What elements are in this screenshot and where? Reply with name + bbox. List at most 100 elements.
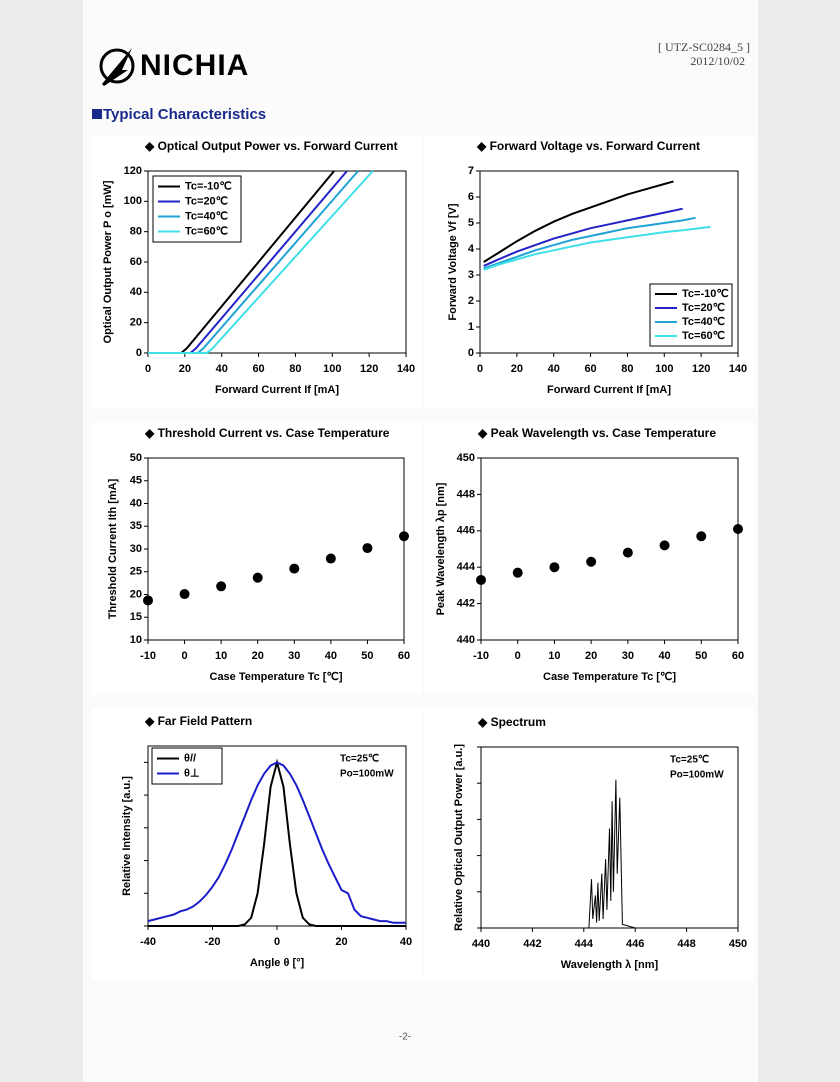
chart-title: ◆ Forward Voltage vs. Forward Current xyxy=(476,139,700,153)
series-line xyxy=(483,180,674,263)
x-tick-label: 100 xyxy=(655,363,673,375)
annotation: Po=100mW xyxy=(670,770,724,781)
x-tick-label: 0 xyxy=(145,363,151,375)
x-tick-label: 30 xyxy=(288,650,300,662)
x-tick-label: 80 xyxy=(289,363,301,375)
y-tick-label: 0 xyxy=(136,347,142,359)
data-point xyxy=(362,543,373,554)
y-tick-label: 6 xyxy=(468,191,474,203)
legend-label: Tc=-10℃ xyxy=(682,288,729,300)
x-axis-label: Forward Current If [mA] xyxy=(547,384,671,396)
data-point xyxy=(216,581,227,592)
x-tick-label: 0 xyxy=(274,936,280,948)
x-tick-label: 100 xyxy=(323,363,341,375)
y-axis-label: Optical Output Power P o [mW] xyxy=(102,180,114,343)
x-tick-label: 442 xyxy=(523,938,541,950)
y-tick-label: 30 xyxy=(130,543,142,555)
series-line xyxy=(147,761,406,924)
x-tick-label: 60 xyxy=(732,650,744,662)
legend-label: Tc=-10℃ xyxy=(185,180,232,192)
data-point xyxy=(622,547,633,558)
data-point xyxy=(512,567,523,578)
x-tick-label: 40 xyxy=(216,363,228,375)
x-tick-label: 10 xyxy=(548,650,560,662)
doc-date: 2012/10/02 xyxy=(690,54,745,68)
x-tick-label: 20 xyxy=(511,363,523,375)
y-tick-label: 3 xyxy=(468,269,474,281)
y-tick-label: 25 xyxy=(130,566,142,578)
x-tick-label: 40 xyxy=(548,363,560,375)
y-tick-label: 1 xyxy=(468,321,474,333)
x-axis-label: Wavelength λ [nm] xyxy=(561,959,659,971)
logo-icon xyxy=(99,48,135,86)
series-line xyxy=(481,779,738,929)
x-tick-label: -10 xyxy=(473,650,489,662)
y-tick-label: 60 xyxy=(130,256,142,268)
y-tick-label: 35 xyxy=(130,520,142,532)
x-axis-label: Angle θ [°] xyxy=(250,957,305,969)
x-tick-label: 20 xyxy=(179,363,191,375)
y-axis-label: Peak Wavelength λp [nm] xyxy=(435,482,447,615)
x-tick-label: 50 xyxy=(695,650,707,662)
data-point xyxy=(549,562,560,573)
x-tick-label: 440 xyxy=(472,938,490,950)
y-axis-label: Relative Optical Output Power [a.u.] xyxy=(453,744,465,931)
x-tick-label: -40 xyxy=(140,936,156,948)
x-tick-label: -10 xyxy=(140,650,156,662)
x-tick-label: 20 xyxy=(585,650,597,662)
legend-label: Tc=60℃ xyxy=(185,225,228,237)
data-point xyxy=(586,556,597,567)
x-axis-label: Forward Current If [mA] xyxy=(215,384,339,396)
x-tick-label: 80 xyxy=(621,363,633,375)
x-tick-label: 120 xyxy=(692,363,710,375)
annotation: Tc=25℃ xyxy=(340,754,379,765)
y-tick-label: 120 xyxy=(124,165,142,177)
x-tick-label: 120 xyxy=(360,363,378,375)
chart-title: ◆ Peak Wavelength vs. Case Temperature xyxy=(477,426,716,440)
legend-label: Tc=40℃ xyxy=(682,316,725,328)
x-tick-label: 40 xyxy=(400,936,412,948)
y-tick-label: 448 xyxy=(457,488,475,500)
y-tick-label: 40 xyxy=(130,497,142,509)
x-tick-label: 448 xyxy=(677,938,695,950)
x-tick-label: 0 xyxy=(182,650,188,662)
x-tick-label: 140 xyxy=(397,363,415,375)
x-tick-label: 50 xyxy=(361,650,373,662)
legend-label: Tc=60℃ xyxy=(682,330,725,342)
y-tick-label: 40 xyxy=(130,286,142,298)
legend-label: θ⊥ xyxy=(184,767,200,779)
data-point xyxy=(179,589,190,600)
y-tick-label: 100 xyxy=(124,195,142,207)
series-line xyxy=(483,207,683,267)
data-point xyxy=(252,572,263,583)
series-line xyxy=(483,225,711,271)
legend-label: Tc=40℃ xyxy=(185,210,228,222)
x-tick-label: 60 xyxy=(398,650,410,662)
plot-frame xyxy=(480,457,739,641)
doc-id: [ UTZ-SC0284_5 ] xyxy=(658,40,750,54)
data-point xyxy=(696,531,707,542)
x-tick-label: 20 xyxy=(335,936,347,948)
section-bullet xyxy=(92,109,102,119)
x-tick-label: 60 xyxy=(584,363,596,375)
y-tick-label: 45 xyxy=(130,475,142,487)
x-tick-label: 450 xyxy=(729,938,747,950)
data-point xyxy=(325,553,336,564)
y-tick-label: 450 xyxy=(457,452,475,464)
plot-frame xyxy=(147,457,405,641)
chart-title: ◆ Threshold Current vs. Case Temperature xyxy=(144,426,390,440)
series-line xyxy=(148,170,374,354)
chart-title: ◆ Far Field Pattern xyxy=(144,714,252,728)
y-tick-label: 20 xyxy=(130,588,142,600)
annotation: Tc=25℃ xyxy=(670,755,709,766)
y-axis-label: Forward Voltage Vf [V] xyxy=(447,203,459,320)
y-tick-label: 7 xyxy=(468,165,474,177)
y-tick-label: 444 xyxy=(457,561,476,573)
y-axis-label: Threshold Current Ith [mA] xyxy=(107,478,119,619)
y-tick-label: 10 xyxy=(130,634,142,646)
x-axis-label: Case Temperature Tc [℃] xyxy=(543,671,676,683)
y-tick-label: 4 xyxy=(468,243,475,255)
y-tick-label: 442 xyxy=(457,598,475,610)
data-point xyxy=(399,531,409,542)
